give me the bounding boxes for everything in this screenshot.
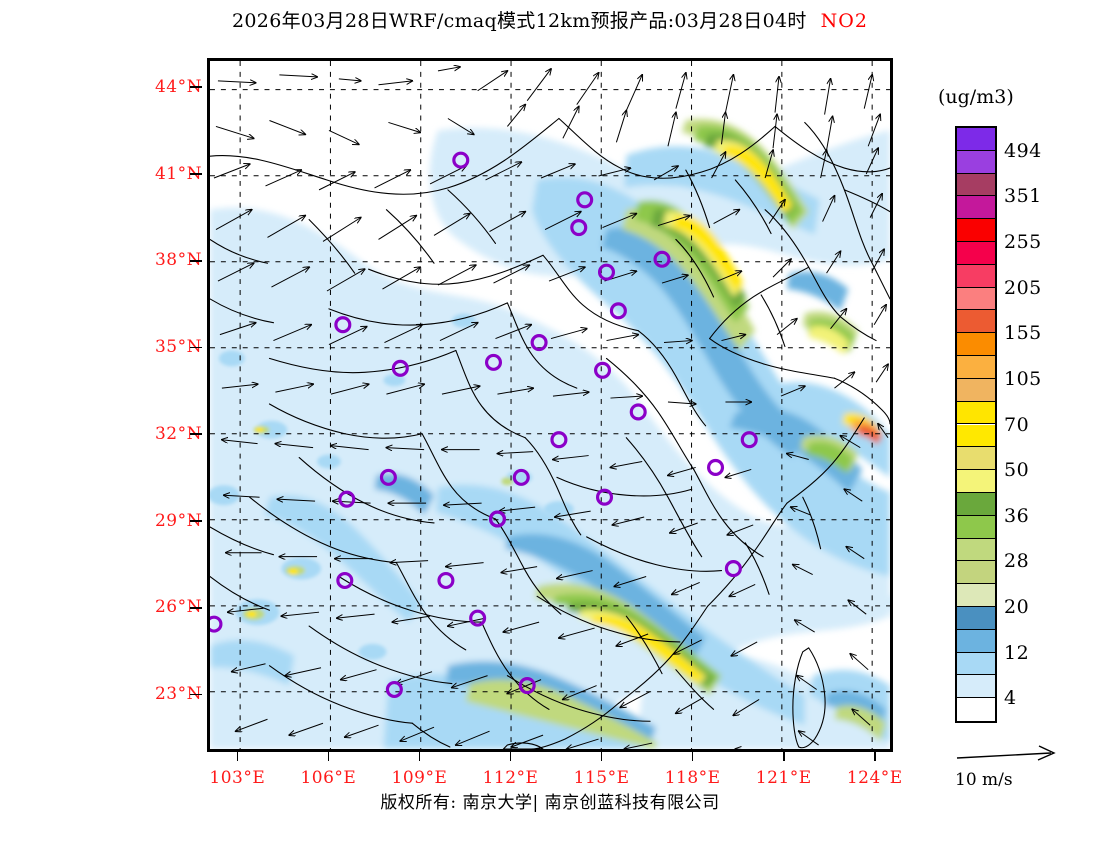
- y-tick-mark: [190, 693, 202, 696]
- colorbar-tick-label: 205: [1004, 276, 1042, 299]
- x-axis: 103°E 106°E 109°E 112°E 115°E 118°E 121°E 124°E: [207, 750, 902, 788]
- map-plot-area[interactable]: [207, 58, 893, 752]
- colorbar-tick-label: 70: [1004, 413, 1030, 436]
- y-tick-mark: [190, 606, 202, 609]
- colorbar: (ug/m3) 494 351 255 205 155 105 70 50 36 28 20 12 4: [930, 86, 1095, 746]
- colorbar-cell: [957, 264, 995, 288]
- colorbar-cell: [957, 584, 995, 607]
- colorbar-tick-label: 20: [1004, 595, 1030, 618]
- x-tick-mark: [782, 750, 785, 761]
- x-tick-label: 115°E: [573, 768, 630, 788]
- x-tick-mark: [509, 750, 512, 761]
- colorbar-tick-label: 4: [1004, 687, 1017, 710]
- colorbar-cell: [957, 333, 995, 357]
- x-tick-label: 112°E: [482, 768, 539, 788]
- y-tick-label: 44°N: [154, 76, 202, 97]
- colorbar-tick-label: 28: [1004, 550, 1030, 573]
- x-tick-label: 118°E: [664, 768, 721, 788]
- y-tick-mark: [190, 520, 202, 522]
- y-axis: 44°N 41°N 38°N 35°N 32°N 29°N 26°N 23°N: [118, 58, 202, 752]
- colorbar-unit-label: (ug/m3): [938, 86, 1014, 108]
- y-tick-mark: [190, 259, 202, 262]
- colorbar-tick-label: 105: [1004, 367, 1042, 390]
- x-tick-mark: [873, 750, 876, 761]
- colorbar-cell: [957, 196, 995, 220]
- x-tick-label: 124°E: [846, 768, 903, 788]
- colorbar-cell: [957, 652, 995, 676]
- y-tick-mark: [190, 346, 202, 349]
- y-tick-label: 26°N: [154, 597, 202, 618]
- y-tick-mark: [190, 86, 202, 88]
- colorbar-tick-label: 12: [1004, 641, 1030, 664]
- y-tick-label: 41°N: [154, 163, 202, 184]
- no2-concentration-field: [210, 61, 890, 749]
- x-tick-mark: [418, 750, 421, 761]
- title-text: 2026年03月28日WRF/cmaq模式12km预报产品:03月28日04时: [232, 10, 807, 32]
- colorbar-tick-label: 255: [1004, 231, 1042, 254]
- colorbar-cell: [957, 219, 995, 243]
- x-tick-label: 103°E: [209, 768, 266, 788]
- colorbar-cell: [957, 287, 995, 311]
- colorbar-tick-label: 351: [1004, 185, 1042, 208]
- y-tick-label: 35°N: [154, 337, 202, 358]
- colorbar-cell: [957, 629, 995, 653]
- species-label: NO2: [820, 10, 868, 32]
- colorbar-cell: [957, 356, 995, 379]
- colorbar-cell: [957, 606, 995, 630]
- colorbar-cell: [957, 401, 995, 425]
- x-tick-mark: [327, 750, 330, 761]
- x-tick-label: 106°E: [300, 768, 357, 788]
- colorbar-cell: [957, 492, 995, 516]
- x-tick-mark: [600, 750, 603, 761]
- colorbar-cell: [957, 378, 995, 402]
- colorbar-cell: [957, 675, 995, 699]
- colorbar-cell: [957, 150, 995, 174]
- x-tick-mark: [691, 750, 694, 761]
- colorbar-tick-label: 36: [1004, 504, 1030, 527]
- page-title: 2026年03月28日WRF/cmaq模式12km预报产品:03月28日04时 N…: [0, 6, 1100, 33]
- colorbar-cell: [957, 515, 995, 539]
- y-tick-mark: [190, 433, 202, 435]
- colorbar-cell: [957, 538, 995, 562]
- x-tick-label: 109°E: [391, 768, 448, 788]
- colorbar-cell: [957, 447, 995, 471]
- x-tick-label: 121°E: [755, 768, 812, 788]
- y-tick-mark: [190, 173, 202, 175]
- colorbar-tick-label: 50: [1004, 459, 1030, 482]
- colorbar-cell: [957, 470, 995, 493]
- colorbar-cell: [957, 698, 995, 721]
- colorbar-cell: [957, 242, 995, 265]
- y-tick-label: 23°N: [154, 684, 202, 705]
- colorbar-cell: [957, 561, 995, 585]
- colorbar-cell: [957, 310, 995, 334]
- colorbar-cell: [957, 128, 995, 151]
- y-tick-label: 38°N: [154, 250, 202, 271]
- colorbar-tick-label: 494: [1004, 139, 1042, 162]
- wind-scale-label: 10 m/s: [955, 770, 1013, 790]
- y-tick-label: 29°N: [154, 510, 202, 531]
- y-tick-label: 32°N: [154, 423, 202, 444]
- colorbar-cell: [957, 173, 995, 197]
- colorbar-tick-label: 155: [1004, 322, 1042, 345]
- x-tick-mark: [236, 750, 239, 761]
- copyright-text: 版权所有: 南京大学| 南京创蓝科技有限公司: [380, 793, 720, 813]
- wind-arrow-icon: [956, 745, 1056, 761]
- colorbar-cells: [955, 126, 997, 723]
- wind-scale-key: 10 m/s: [955, 744, 1095, 794]
- colorbar-cell: [957, 424, 995, 448]
